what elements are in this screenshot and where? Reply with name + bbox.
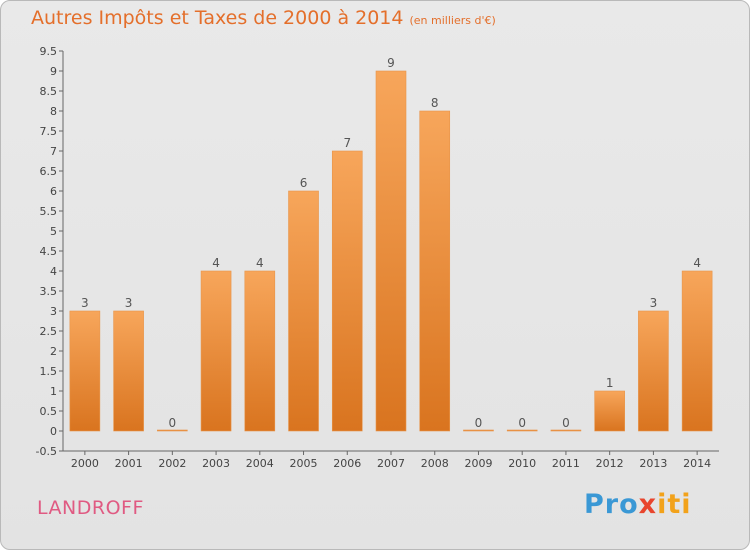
bar-2010 [506, 429, 538, 432]
bar-2005 [288, 190, 319, 432]
x-tick-label: 2002 [158, 457, 186, 470]
chart-subtitle: (en milliers d'€) [409, 14, 496, 27]
data-label-2008: 8 [431, 96, 439, 110]
data-label-2004: 4 [256, 256, 264, 270]
x-tick-label: 2012 [596, 457, 624, 470]
y-tick-label: 5.5 [40, 205, 58, 218]
data-label-2010: 0 [518, 416, 526, 430]
x-tick-label: 2000 [71, 457, 99, 470]
y-tick-label: -0.5 [36, 445, 57, 458]
data-label-2005: 6 [300, 176, 308, 190]
y-tick-label: 2.5 [40, 325, 58, 338]
y-tick-label: 5 [50, 225, 57, 238]
x-tick-label: 2007 [377, 457, 405, 470]
data-label-2001: 3 [125, 296, 133, 310]
x-tick-label: 2011 [552, 457, 580, 470]
bar-2011 [550, 429, 582, 432]
bar-2002 [157, 429, 188, 432]
x-tick-label: 2010 [508, 457, 536, 470]
bar-2008 [419, 110, 451, 432]
y-tick-label: 9.5 [40, 45, 58, 58]
data-label-2009: 0 [475, 416, 483, 430]
x-tick-label: 2009 [464, 457, 492, 470]
y-tick-label: 1.5 [40, 365, 58, 378]
bar-series [69, 70, 713, 432]
y-tick-label: 0 [50, 425, 57, 438]
chart-title: Autres Impôts et Taxes de 2000 à 2014 (en… [31, 7, 496, 29]
data-label-2006: 7 [343, 136, 351, 150]
y-tick-label: 9 [50, 65, 57, 78]
chart-axes: 9.5 9 8.5 8 7.5 7 6.5 6 5.5 5 4.5 4 3.5 3 2.5 2 1.5 1 0.5 0… [36, 45, 719, 470]
x-tick-label: 2006 [333, 457, 361, 470]
y-tick-label: 4 [50, 265, 57, 278]
x-tick-label: 2008 [421, 457, 449, 470]
bar-2000 [69, 310, 101, 432]
place-name: LANDROFF [37, 497, 144, 519]
y-tick-label: 6 [50, 185, 57, 198]
y-tick-label: 4.5 [40, 245, 58, 258]
proxiti-logo: Proxiti [584, 489, 692, 520]
logo-part-iti: iti [657, 489, 692, 520]
data-label-2014: 4 [693, 256, 701, 270]
y-tick-label: 2 [50, 345, 57, 358]
y-tick-label: 3.5 [40, 285, 58, 298]
x-tick-label: 2003 [202, 457, 230, 470]
x-tick-label: 2013 [639, 457, 667, 470]
bar-2004 [244, 270, 276, 432]
y-tick-label: 0.5 [40, 405, 58, 418]
bar-2014 [681, 270, 713, 432]
y-tick-label: 6.5 [40, 165, 58, 178]
chart-title-text: Autres Impôts et Taxes de 2000 à 2014 [31, 7, 404, 29]
x-tick-label: 2005 [290, 457, 318, 470]
bar-2007 [375, 70, 407, 432]
data-label-2011: 0 [562, 416, 570, 430]
bar-2006 [331, 150, 363, 432]
y-tick-label: 7.5 [40, 125, 58, 138]
x-tick-label: 2004 [246, 457, 274, 470]
data-label-2007: 9 [387, 56, 395, 70]
bar-2003 [200, 270, 232, 432]
y-tick-label: 7 [50, 145, 57, 158]
bar-2012 [594, 390, 625, 432]
data-label-2003: 4 [212, 256, 220, 270]
data-label-2012: 1 [606, 376, 614, 390]
logo-part-pro: Pro [584, 489, 639, 520]
data-label-2013: 3 [650, 296, 658, 310]
y-tick-label: 1 [50, 385, 57, 398]
data-labels: 3 3 0 4 4 6 7 9 8 0 0 0 1 3 4 [81, 56, 701, 430]
bar-2001 [113, 310, 144, 432]
x-tick-label: 2014 [683, 457, 711, 470]
bar-2013 [638, 310, 669, 432]
bar-2009 [463, 429, 494, 432]
data-label-2002: 0 [169, 416, 177, 430]
y-tick-label: 8 [50, 105, 57, 118]
y-tick-label: 8.5 [40, 85, 58, 98]
logo-part-x: x [638, 489, 658, 520]
data-label-2000: 3 [81, 296, 89, 310]
y-tick-label: 3 [50, 305, 57, 318]
x-tick-label: 2001 [115, 457, 143, 470]
